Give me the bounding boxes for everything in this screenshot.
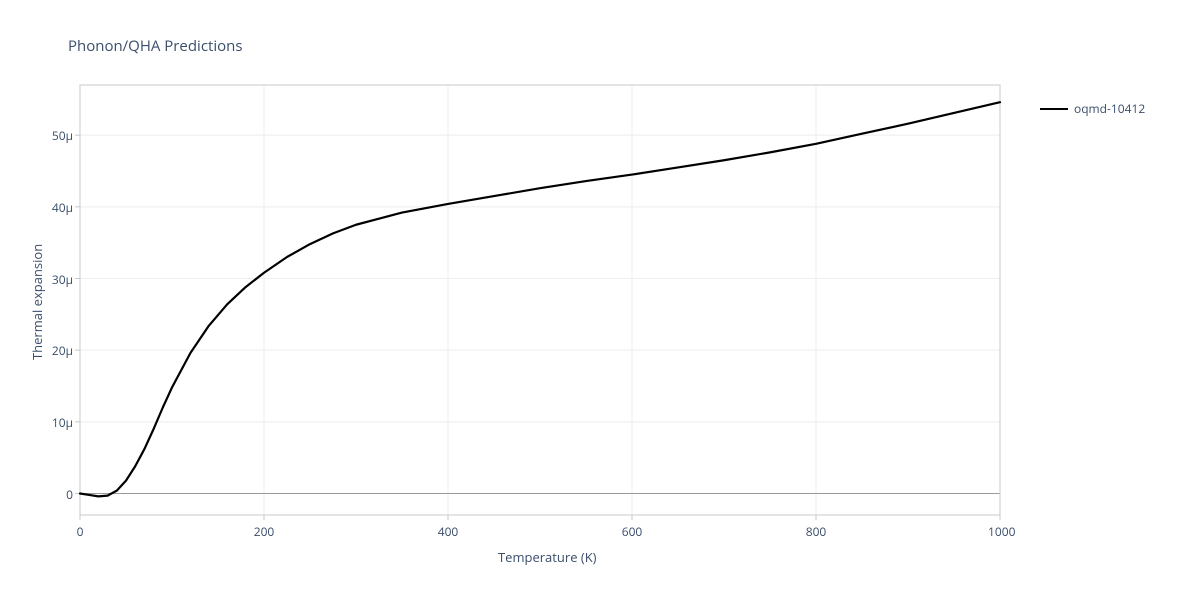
y-tick-label: 0 <box>35 486 73 503</box>
y-tick-label: 10µ <box>35 414 73 431</box>
x-tick-label: 400 <box>436 523 460 540</box>
plot-area <box>0 0 1200 600</box>
y-tick-label: 20µ <box>35 342 73 359</box>
y-tick-label: 40µ <box>35 199 73 216</box>
x-tick-label: 1000 <box>988 523 1012 540</box>
x-axis-label: Temperature (K) <box>498 548 597 566</box>
legend-swatch <box>1040 108 1068 110</box>
x-tick-label: 0 <box>68 523 92 540</box>
y-tick-label: 50µ <box>35 127 73 144</box>
x-tick-label: 800 <box>804 523 828 540</box>
x-tick-label: 200 <box>252 523 276 540</box>
chart-container: Phonon/QHA Predictions Thermal expansion… <box>0 0 1200 600</box>
x-tick-label: 600 <box>620 523 644 540</box>
legend-label: oqmd-10412 <box>1074 100 1145 117</box>
y-tick-label: 30µ <box>35 271 73 288</box>
legend: oqmd-10412 <box>1040 100 1145 117</box>
